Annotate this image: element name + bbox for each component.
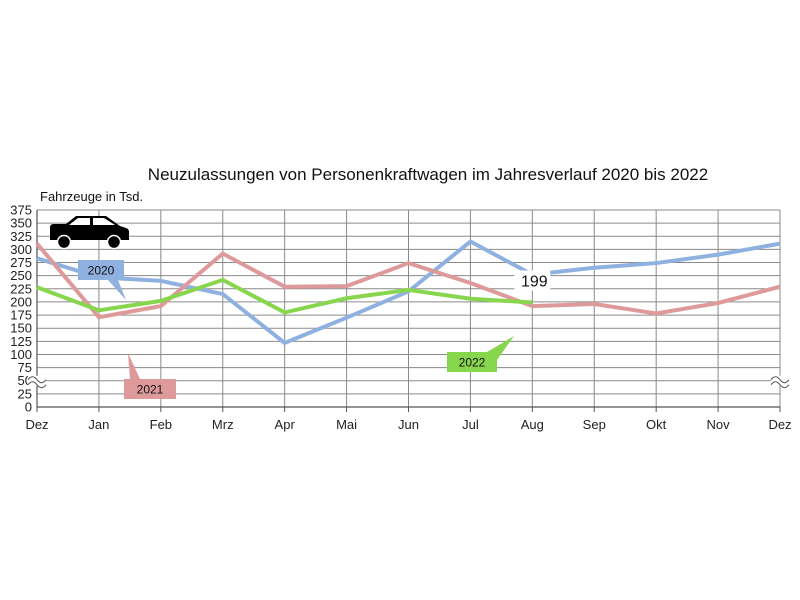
y-tick-label: 75 [18, 360, 32, 375]
axis-break-mark-left [27, 381, 47, 389]
annotations: 199 [514, 270, 551, 291]
x-tick-label: Dez [768, 417, 791, 432]
series-legend-badges: 2020 2021 2022 [78, 260, 514, 399]
badge-pointer [128, 353, 140, 379]
y-tick-label: 225 [10, 281, 32, 296]
y-tick-label: 0 [25, 400, 32, 415]
x-tick-label: Apr [275, 417, 296, 432]
annotation-bg [514, 270, 551, 291]
grid [36, 209, 781, 412]
axis-break-mark-left [27, 376, 47, 384]
y-tick-label: 100 [10, 347, 32, 362]
x-tick-labels: Dez Jan Feb Mrz Apr Mai Jun Jul Aug Sep Okt Nov Dez [25, 417, 791, 432]
series-badge-2021: 2021 [124, 353, 176, 399]
axis-break-mark-right [770, 376, 790, 384]
car-icon [50, 216, 129, 250]
y-axis-break [27, 375, 790, 389]
y-tick-label: 200 [10, 294, 32, 309]
x-tick-label: Dez [25, 417, 48, 432]
x-tick-label: Feb [150, 417, 172, 432]
axis-break-gap-right [771, 375, 789, 386]
x-tick-label: Mrz [212, 417, 234, 432]
y-tick-label: 375 [10, 203, 32, 218]
y-tick-label: 150 [10, 321, 32, 336]
series-name-label: 2022 [459, 356, 486, 370]
x-tick-label: Sep [583, 417, 606, 432]
y-tick-label: 350 [10, 216, 32, 231]
y-tick-label: 125 [10, 334, 32, 349]
axis-break-mark-right [770, 381, 790, 389]
badge-box [447, 352, 497, 372]
y-tick-labels: 3753503253002752502252001751501251007550… [10, 203, 32, 415]
y-tick-label: 175 [10, 308, 32, 323]
x-tick-label: Jun [398, 417, 419, 432]
series-name-label: 2020 [88, 264, 115, 278]
badge-box [124, 379, 176, 399]
badge-pointer [108, 280, 126, 300]
x-tick-label: Aug [521, 417, 544, 432]
y-tick-label: 250 [10, 268, 32, 283]
x-tick-label: Nov [707, 417, 731, 432]
x-tick-label: Okt [646, 417, 667, 432]
series-badge-2022: 2022 [447, 336, 514, 372]
badge-box [78, 260, 124, 280]
y-tick-label: 300 [10, 242, 32, 257]
series-lines [35, 239, 781, 346]
axis-break-gap-left [28, 375, 46, 386]
x-tick-label: Jan [88, 417, 109, 432]
series-name-label: 2021 [137, 383, 164, 397]
annotation-value: 199 [521, 273, 548, 290]
y-tick-label: 325 [10, 229, 32, 244]
chart-title: Neuzulassungen von Personenkraftwagen im… [148, 165, 708, 184]
series-badge-2020: 2020 [78, 260, 126, 300]
x-tick-label: Mai [336, 417, 357, 432]
y-tick-label: 25 [18, 386, 32, 401]
y-tick-label: 275 [10, 255, 32, 270]
y-axis-unit-label: Fahrzeuge in Tsd. [40, 189, 143, 204]
x-tick-label: Jul [462, 417, 479, 432]
